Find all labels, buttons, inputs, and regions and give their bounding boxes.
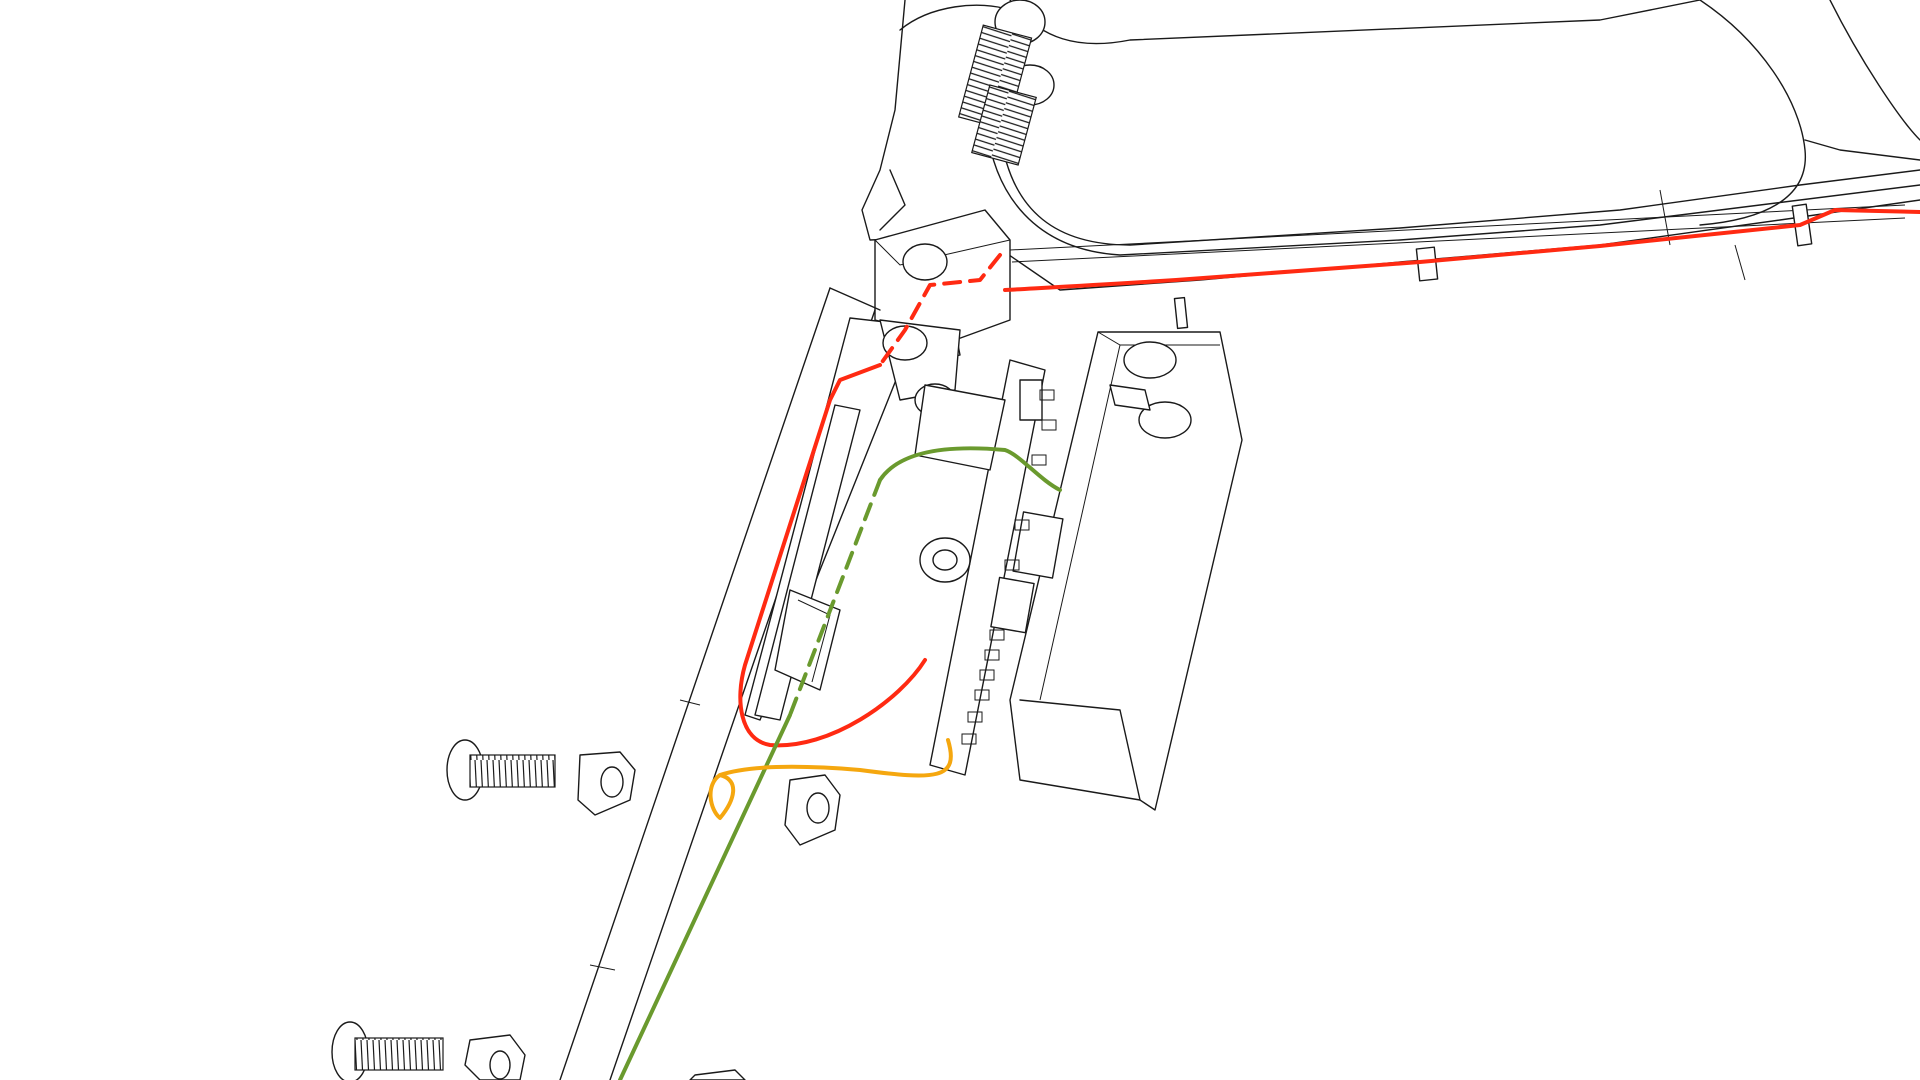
red-wire-hidden-segment [878, 253, 1002, 367]
hinge-block [874, 209, 1011, 341]
machine-screw-lower [331, 1021, 444, 1080]
green-wire [618, 446, 1062, 1080]
hex-nut-lower [464, 1034, 526, 1080]
red-wire-visible-channel [1003, 208, 1920, 292]
hex-nut-bottom [689, 1069, 746, 1080]
yellow-wire [708, 738, 953, 820]
green-wire-loop [878, 446, 1062, 492]
pcb-components [961, 389, 1057, 745]
red-wire-loop [738, 363, 927, 748]
hex-nut-middle [784, 774, 841, 846]
green-wire-run [618, 713, 792, 1080]
machine-screw-upper [446, 739, 556, 801]
coil-screws [957, 0, 1055, 166]
enclosure-lid [1009, 331, 1243, 811]
hex-nut-upper [577, 751, 636, 816]
yellow-wire-run [708, 738, 953, 820]
green-wire-hidden-segment [788, 478, 882, 717]
red-wire [738, 208, 1920, 748]
